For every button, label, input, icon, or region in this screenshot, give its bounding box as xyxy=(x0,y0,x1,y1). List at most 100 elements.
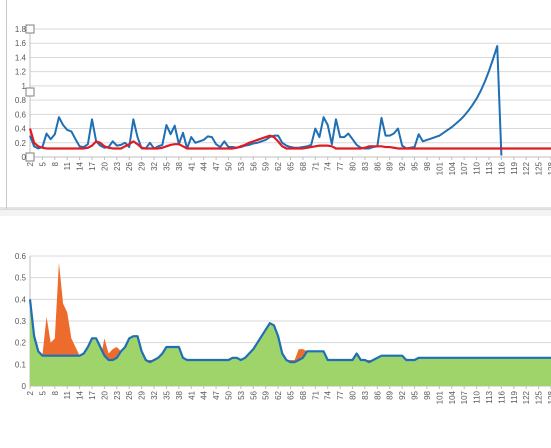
x-tick-label: 95 xyxy=(411,390,420,399)
x-tick-label: 71 xyxy=(311,390,320,399)
y-tick-label: 0 xyxy=(22,153,27,162)
x-tick-label: 104 xyxy=(448,161,457,175)
y-tick-label: 0.2 xyxy=(15,139,27,148)
x-tick-label: 77 xyxy=(336,161,345,170)
x-tick-label: 98 xyxy=(423,161,432,170)
series-line-red xyxy=(28,128,551,150)
x-tick-label: 32 xyxy=(150,390,159,399)
resize-handle xyxy=(25,87,35,97)
x-tick-label: 47 xyxy=(212,390,221,399)
x-tick-label: 122 xyxy=(522,161,531,175)
x-tick-label: 23 xyxy=(113,161,122,170)
x-tick-label: 71 xyxy=(311,161,320,170)
x-tick-label: 29 xyxy=(138,161,147,170)
x-tick-label: 119 xyxy=(510,390,519,403)
resize-handle xyxy=(25,24,35,34)
y-tick-label: 0.6 xyxy=(15,252,27,261)
x-tick-label: 83 xyxy=(361,390,370,399)
y-tick-label: 0.8 xyxy=(15,96,27,105)
y-tick-label: 0.1 xyxy=(15,360,27,369)
bottom-chart-pane[interactable]: 0 0.1 0.2 0.3 0.4 0.5 0.6 2 5 8 11 14 17 20 23 26 29 32 35… xyxy=(0,216,551,443)
x-tick-label: 8 xyxy=(51,390,60,395)
x-tick-label: 41 xyxy=(187,161,196,170)
x-tick-label: 35 xyxy=(162,161,171,170)
x-tick-label: 116 xyxy=(497,161,506,174)
x-tick-label: 20 xyxy=(100,161,109,170)
x-tick-label: 11 xyxy=(63,161,72,170)
x-tick-label: 2 xyxy=(26,161,35,166)
x-tick-label: 122 xyxy=(522,390,531,404)
x-tick-label: 26 xyxy=(125,161,134,170)
x-tick-label: 89 xyxy=(386,161,395,170)
x-tick-label: 14 xyxy=(76,161,85,170)
x-tick-label: 50 xyxy=(224,390,233,399)
x-tick-label: 38 xyxy=(175,390,184,399)
y-tick-label: 0.6 xyxy=(15,110,27,119)
x-tick-label: 128 xyxy=(547,161,551,175)
x-tick-label: 107 xyxy=(460,161,469,175)
x-tick-label: 95 xyxy=(411,161,420,170)
x-tick-label: 56 xyxy=(249,161,258,170)
y-tick-label: 0.2 xyxy=(15,339,27,348)
x-tick-label: 53 xyxy=(237,161,246,170)
x-tick-label: 77 xyxy=(336,390,345,399)
x-tick-label: 62 xyxy=(274,390,283,399)
x-tick-label: 68 xyxy=(299,390,308,399)
y-tick-label: 0.3 xyxy=(15,317,27,326)
x-tick-label: 65 xyxy=(287,390,296,399)
x-tick-label: 92 xyxy=(398,161,407,170)
x-tick-label: 125 xyxy=(535,161,544,175)
x-tick-label: 2 xyxy=(26,390,35,395)
x-tick-label: 14 xyxy=(76,390,85,399)
x-tick-label: 47 xyxy=(212,161,221,170)
x-tick-label: 128 xyxy=(547,390,551,404)
x-tick-label: 74 xyxy=(324,161,333,170)
x-tick-label: 92 xyxy=(398,390,407,399)
x-tick-label: 110 xyxy=(473,161,482,174)
series-area-green xyxy=(30,299,551,386)
x-tick-label: 53 xyxy=(237,390,246,399)
x-tick-label: 65 xyxy=(287,161,296,170)
x-tick-label: 80 xyxy=(349,390,358,399)
x-tick-label: 110 xyxy=(473,390,482,403)
top-line-chart[interactable]: 00.20.40.60.811.21.41.61.82 5 8 11 14 17 20 23 2… xyxy=(0,0,551,211)
x-tick-label: 86 xyxy=(373,390,382,399)
y-tick-label: 0.4 xyxy=(15,295,27,304)
top-chart-pane[interactable]: 0 0.2 0.4 0.6 0.8 1 1.2 1.4 1.6 1.8 2 5 8 11 14 17 20 23 2… xyxy=(0,0,551,211)
x-tick-label: 17 xyxy=(88,161,97,170)
x-tick-label: 68 xyxy=(299,161,308,170)
x-tick-label: 17 xyxy=(88,390,97,399)
x-tick-label: 11 xyxy=(63,390,72,399)
x-tick-label: 89 xyxy=(386,390,395,399)
x-tick-label: 50 xyxy=(224,161,233,170)
x-tick-label: 107 xyxy=(460,390,469,404)
x-tick-label: 74 xyxy=(324,390,333,399)
y-tick-label: 1.2 xyxy=(15,68,27,77)
x-tick-label: 35 xyxy=(162,390,171,399)
y-tick-label: 1.6 xyxy=(15,39,27,48)
resize-handle xyxy=(25,152,35,162)
x-tick-label: 80 xyxy=(349,161,358,170)
x-tick-label: 5 xyxy=(38,161,47,166)
x-tick-label: 56 xyxy=(249,390,258,399)
y-tick-label: 0.5 xyxy=(15,274,27,283)
x-tick-label: 113 xyxy=(485,390,494,403)
bottom-area-chart[interactable]: 0 0.1 0.2 0.3 0.4 0.5 0.6 2 5 8 11 14 17 20 23 26 29 32 35… xyxy=(0,216,551,443)
x-tick-label: 59 xyxy=(262,161,271,170)
x-tick-label: 41 xyxy=(187,390,196,399)
x-tick-label: 29 xyxy=(138,390,147,399)
x-tick-label: 5 xyxy=(38,390,47,395)
series-line-blue xyxy=(28,299,551,364)
x-tick-label: 101 xyxy=(435,390,444,404)
x-tick-label: 38 xyxy=(175,161,184,170)
y-tick-label: 1.4 xyxy=(15,53,27,62)
x-tick-label: 32 xyxy=(150,161,159,170)
x-tick-label: 8 xyxy=(51,161,60,166)
x-tick-label: 113 xyxy=(485,161,494,174)
x-tick-label: 20 xyxy=(100,390,109,399)
y-tick-label: 0 xyxy=(22,382,27,391)
series-line-blue xyxy=(29,45,503,156)
x-tick-label: 125 xyxy=(535,390,544,404)
y-tick-label: 1.8 xyxy=(15,25,27,34)
x-tick-label: 83 xyxy=(361,161,370,170)
